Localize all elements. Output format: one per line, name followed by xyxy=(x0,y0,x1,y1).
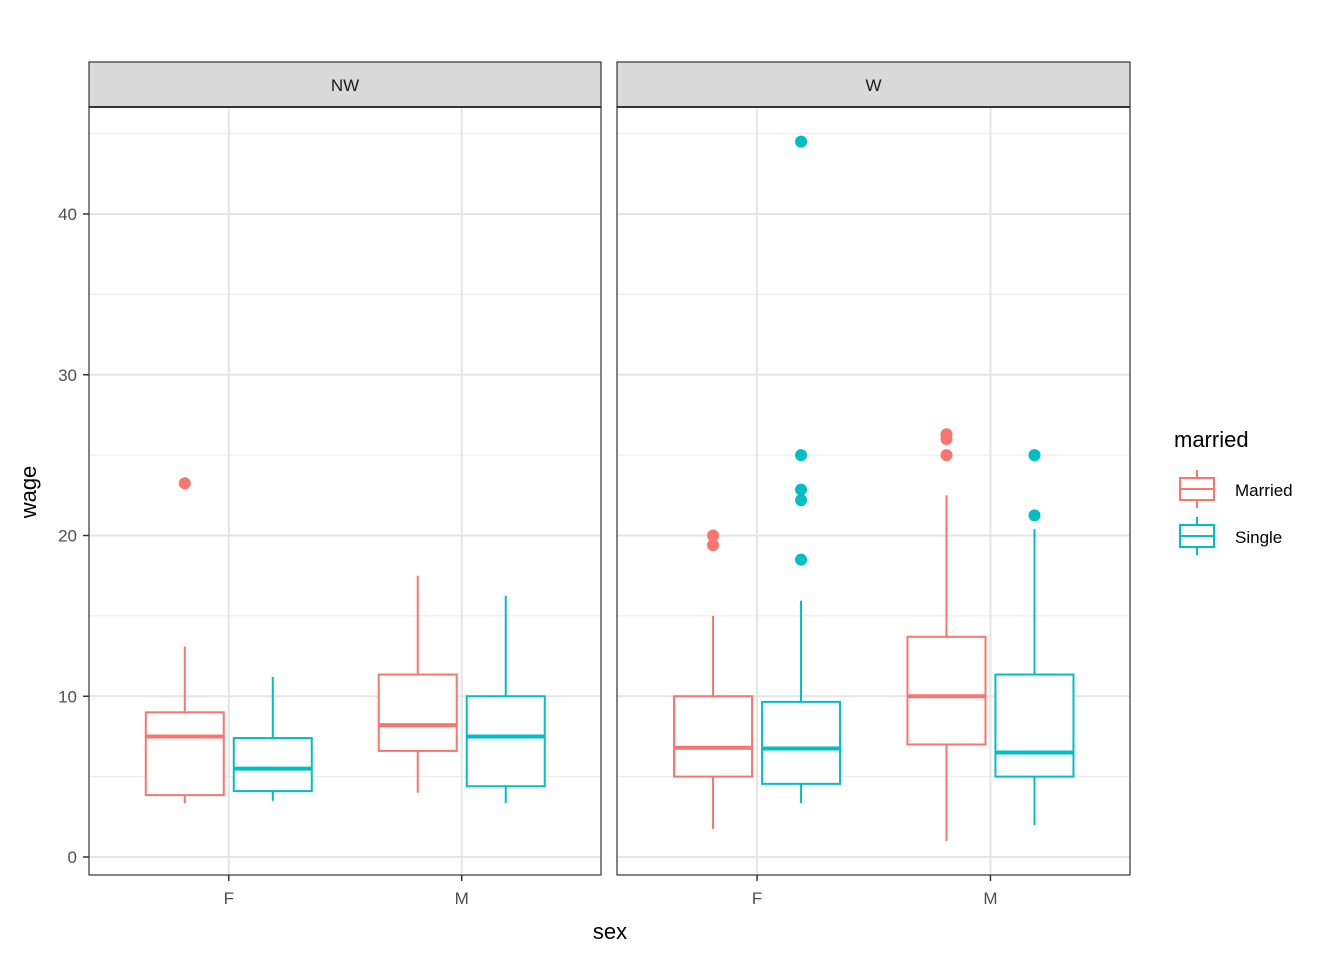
x-tick-label: F xyxy=(752,889,762,908)
box-f-married xyxy=(144,477,225,804)
legend-key-single xyxy=(1179,517,1215,555)
y-tick-label: 10 xyxy=(58,687,77,706)
box-iqr xyxy=(673,695,754,778)
outlier-point xyxy=(707,529,720,542)
legend-title: married xyxy=(1174,427,1249,452)
outlier-point xyxy=(795,135,808,148)
outlier-point xyxy=(707,539,720,552)
y-tick-label: 30 xyxy=(58,366,77,385)
outlier-point xyxy=(795,553,808,566)
box-f-single xyxy=(232,676,313,801)
outlier-point xyxy=(795,494,808,507)
outlier-point xyxy=(1028,509,1041,522)
legend-label-single: Single xyxy=(1235,528,1282,547)
box-iqr xyxy=(377,673,458,752)
y-tick-label: 40 xyxy=(58,205,77,224)
facet-panel-w: W F M xyxy=(616,61,1131,908)
x-tick-label: M xyxy=(455,889,469,908)
box-m-married xyxy=(906,428,987,841)
box-f-single xyxy=(761,135,842,804)
x-tick-label: M xyxy=(983,889,997,908)
box-iqr xyxy=(465,695,546,788)
box-iqr xyxy=(994,673,1075,778)
legend: married Married Single xyxy=(1174,427,1293,555)
outlier-point xyxy=(178,477,191,490)
facet-strip xyxy=(616,61,1131,108)
facet-strip-label: W xyxy=(865,76,881,95)
y-tick-label: 0 xyxy=(68,848,77,867)
x-axis-title: sex xyxy=(593,919,627,944)
outlier-point xyxy=(940,449,953,462)
outlier-point xyxy=(795,483,808,496)
outlier-point xyxy=(1028,449,1041,462)
box-m-married xyxy=(377,575,458,793)
facet-panels: NW F M W F M xyxy=(88,61,1131,908)
y-axis: 0 10 20 30 40 xyxy=(58,205,89,867)
y-axis-title: wage xyxy=(16,466,41,520)
facet-panel-nw: NW F M xyxy=(88,61,602,908)
box-iqr xyxy=(761,700,842,785)
box-iqr xyxy=(232,737,313,793)
outlier-point xyxy=(795,449,808,462)
facet-strip-label: NW xyxy=(331,76,359,95)
facet-strip xyxy=(88,61,602,108)
y-tick-label: 20 xyxy=(58,527,77,546)
box-m-single xyxy=(465,595,546,804)
box-iqr xyxy=(906,635,987,746)
x-tick-label: F xyxy=(224,889,234,908)
legend-label-married: Married xyxy=(1235,481,1293,500)
box-iqr xyxy=(144,711,225,797)
box-m-single xyxy=(994,449,1075,825)
box-f-married xyxy=(673,529,754,829)
outlier-point xyxy=(940,428,953,441)
legend-key-married xyxy=(1179,470,1215,508)
